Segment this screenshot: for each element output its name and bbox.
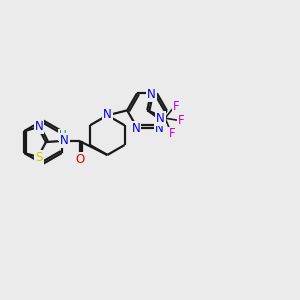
Text: F: F	[178, 114, 184, 127]
Text: F: F	[169, 128, 175, 140]
Text: N: N	[147, 88, 156, 101]
Text: N: N	[132, 122, 140, 135]
Text: N: N	[34, 120, 43, 133]
Text: F: F	[173, 100, 179, 113]
Text: N: N	[154, 122, 163, 135]
Text: N: N	[60, 134, 69, 147]
Text: O: O	[75, 153, 84, 167]
Text: N: N	[156, 112, 165, 125]
Text: N: N	[103, 108, 112, 121]
Text: S: S	[35, 152, 43, 164]
Text: H: H	[59, 130, 67, 140]
